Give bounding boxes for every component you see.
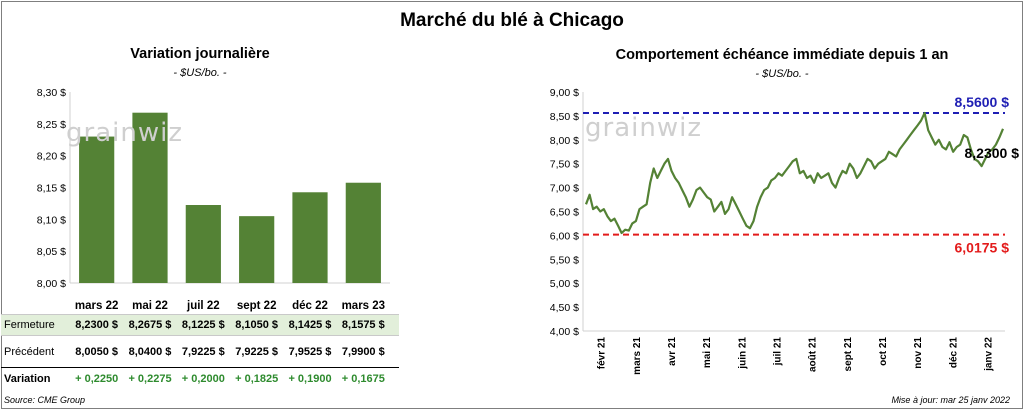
x-tick-label: nov 21	[913, 337, 924, 369]
y-tick-label: 7,50 $	[550, 159, 579, 171]
x-tick-label: juil 21	[772, 337, 783, 367]
x-tick-label: févr 21	[597, 337, 608, 370]
low-label: 6,0175 $	[955, 240, 1010, 256]
table-divider	[1, 367, 399, 368]
y-tick-label: 5,00 $	[550, 278, 579, 290]
high-label: 8,5600 $	[955, 94, 1010, 110]
x-tick-label: mars 21	[632, 337, 643, 375]
close-row-label: Fermeture	[4, 319, 55, 331]
y-tick-label: 6,50 $	[550, 207, 579, 219]
x-tick-label: avr 21	[667, 337, 678, 366]
last-price-label: 8,2300 $	[965, 145, 1020, 161]
y-tick-label: 4,50 $	[550, 302, 579, 314]
x-tick-label: juin 21	[737, 337, 748, 370]
x-tick-label: déc 21	[948, 337, 959, 369]
previous-row-label: Précédent	[4, 346, 54, 358]
y-tick-label: 8,00 $	[550, 135, 579, 147]
previous-value: 7,9900 $	[328, 346, 398, 358]
watermark-logo-right: grainwiz	[585, 113, 702, 143]
change-value: + 0,1675	[328, 373, 398, 385]
y-tick-label: 6,00 $	[550, 230, 579, 242]
update-note: Mise à jour: mar 25 janv 2022	[891, 395, 1010, 405]
change-row-label: Variation	[4, 373, 50, 385]
y-tick-label: 9,00 $	[550, 87, 579, 99]
x-tick-label: mai 21	[702, 337, 713, 369]
y-tick-label: 4,00 $	[550, 326, 579, 338]
x-tick-label: sept 21	[843, 337, 854, 372]
watermark-logo-left: grainwiz	[66, 118, 183, 148]
y-tick-label: 5,50 $	[550, 254, 579, 266]
y-tick-label: 7,00 $	[550, 183, 579, 195]
x-tick-label: oct 21	[878, 337, 889, 366]
x-tick-label: janv 22	[983, 337, 994, 372]
source-note: Source: CME Group	[4, 395, 85, 405]
y-tick-label: 8,50 $	[550, 111, 579, 123]
x-tick-label: août 21	[808, 337, 819, 372]
close-value: 8,1575 $	[328, 319, 398, 331]
